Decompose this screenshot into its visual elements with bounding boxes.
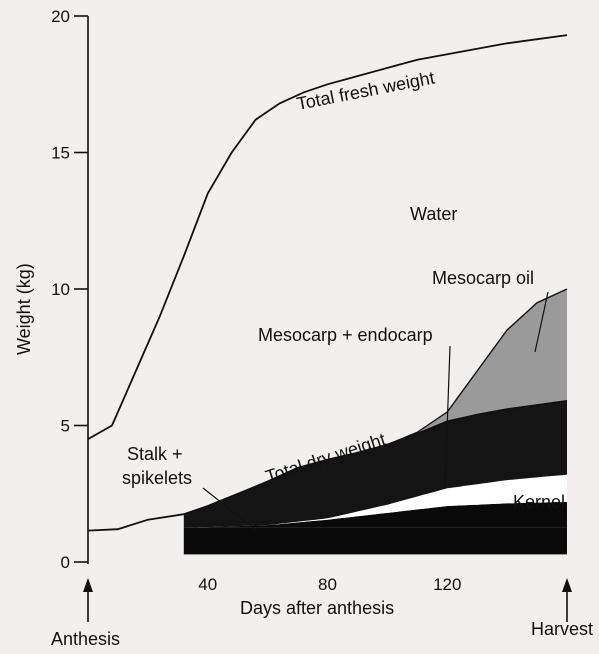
pointer-mesocarp-endocarp — [444, 345, 451, 489]
x-axis-label: Days after anthesis — [240, 598, 394, 618]
area-mesocarp-endocarp — [183, 400, 568, 528]
x-tick-label-80: 80 — [318, 575, 337, 594]
anthesis-arrow-head — [83, 578, 93, 592]
y-tick-label-15: 15 — [51, 144, 70, 163]
y-tick-label-10: 10 — [51, 280, 70, 299]
annotation-stalk: Stalk + — [127, 444, 183, 464]
y-tick-label-20: 20 — [51, 7, 70, 26]
area-kernel-gap — [183, 474, 568, 528]
y-tick-label-0: 0 — [61, 553, 70, 572]
area-stalk-spikelets — [183, 527, 568, 555]
annotation-water: Water — [410, 204, 457, 224]
line-total-fresh-weight — [87, 34, 568, 440]
x-tick-label-120: 120 — [433, 575, 461, 594]
annotation-kernel: Kernel — [513, 492, 565, 512]
line-mesocarp-oil — [387, 288, 568, 446]
annotation-mesocarp-oil: Mesocarp oil — [432, 268, 534, 288]
pointer-mesocarp-oil — [534, 291, 549, 353]
chart-axes: 0 5 10 15 20 40 80 120 — [51, 7, 572, 622]
y-axis-label: Weight (kg) — [14, 263, 34, 355]
harvest-arrow-head — [562, 578, 572, 592]
chart-lines — [87, 34, 568, 532]
x-tick-label-40: 40 — [198, 575, 217, 594]
pointer-stalk-spikelets — [202, 487, 257, 531]
annotation-spikelets: spikelets — [122, 468, 192, 488]
chart-areas — [183, 289, 568, 555]
area-mesocarp-oil — [387, 289, 567, 445]
annotation-harvest: Harvest — [531, 619, 593, 639]
annotation-anthesis: Anthesis — [51, 629, 120, 649]
y-tick-label-5: 5 — [61, 417, 70, 436]
line-total-dry-weight — [87, 400, 568, 532]
annotation-mesocarp-endocarp: Mesocarp + endocarp — [258, 325, 433, 345]
area-kernel — [183, 501, 568, 528]
